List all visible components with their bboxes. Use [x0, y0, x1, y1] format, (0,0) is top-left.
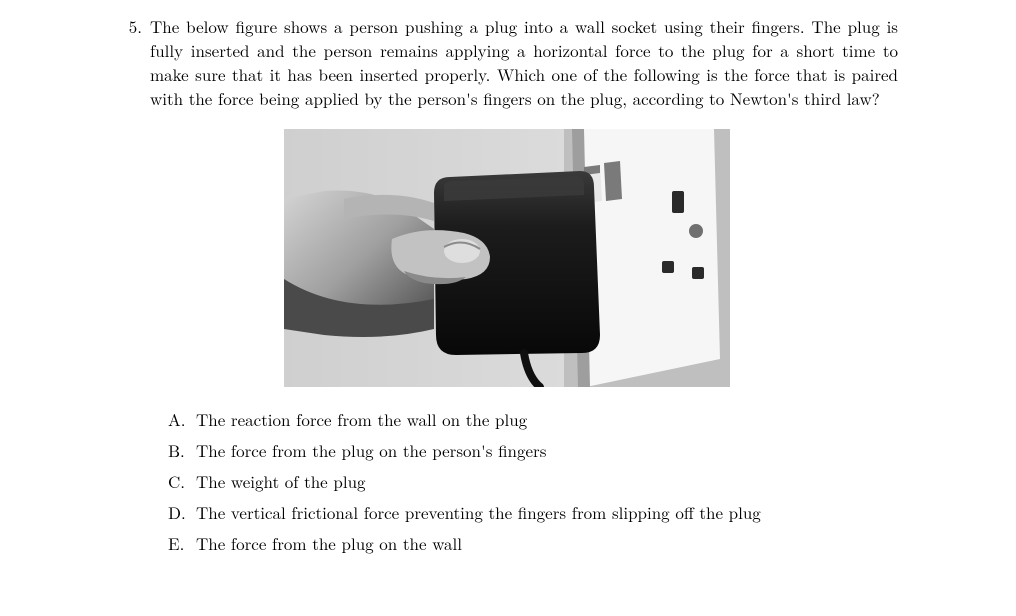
choice-d: D. The vertical frictional force prevent…	[168, 500, 898, 524]
choice-a: A. The reaction force from the wall on t…	[168, 407, 898, 431]
choice-letter: D.	[168, 500, 192, 524]
choice-text: The vertical frictional force preventing…	[192, 500, 761, 524]
choice-c: C. The weight of the plug	[168, 469, 898, 493]
choice-text: The force from the plug on the person's …	[192, 438, 546, 462]
answer-choices: A. The reaction force from the wall on t…	[116, 407, 898, 556]
question-row: 5. The below figure shows a person pushi…	[116, 14, 898, 111]
figure-container	[116, 129, 898, 387]
question-block: 5. The below figure shows a person pushi…	[116, 14, 898, 562]
choice-b: B. The force from the plug on the person…	[168, 438, 898, 462]
choice-text: The force from the plug on the wall	[192, 531, 462, 555]
choice-text: The weight of the plug	[192, 469, 366, 493]
choice-letter: E.	[168, 531, 192, 555]
plug-photo-figure	[284, 129, 730, 387]
choice-text: The reaction force from the wall on the …	[192, 407, 527, 431]
question-number: 5.	[116, 14, 142, 38]
choice-letter: A.	[168, 407, 192, 431]
question-text: The below figure shows a person pushing …	[142, 14, 898, 111]
choice-e: E. The force from the plug on the wall	[168, 531, 898, 555]
choice-letter: C.	[168, 469, 192, 493]
choice-letter: B.	[168, 438, 192, 462]
